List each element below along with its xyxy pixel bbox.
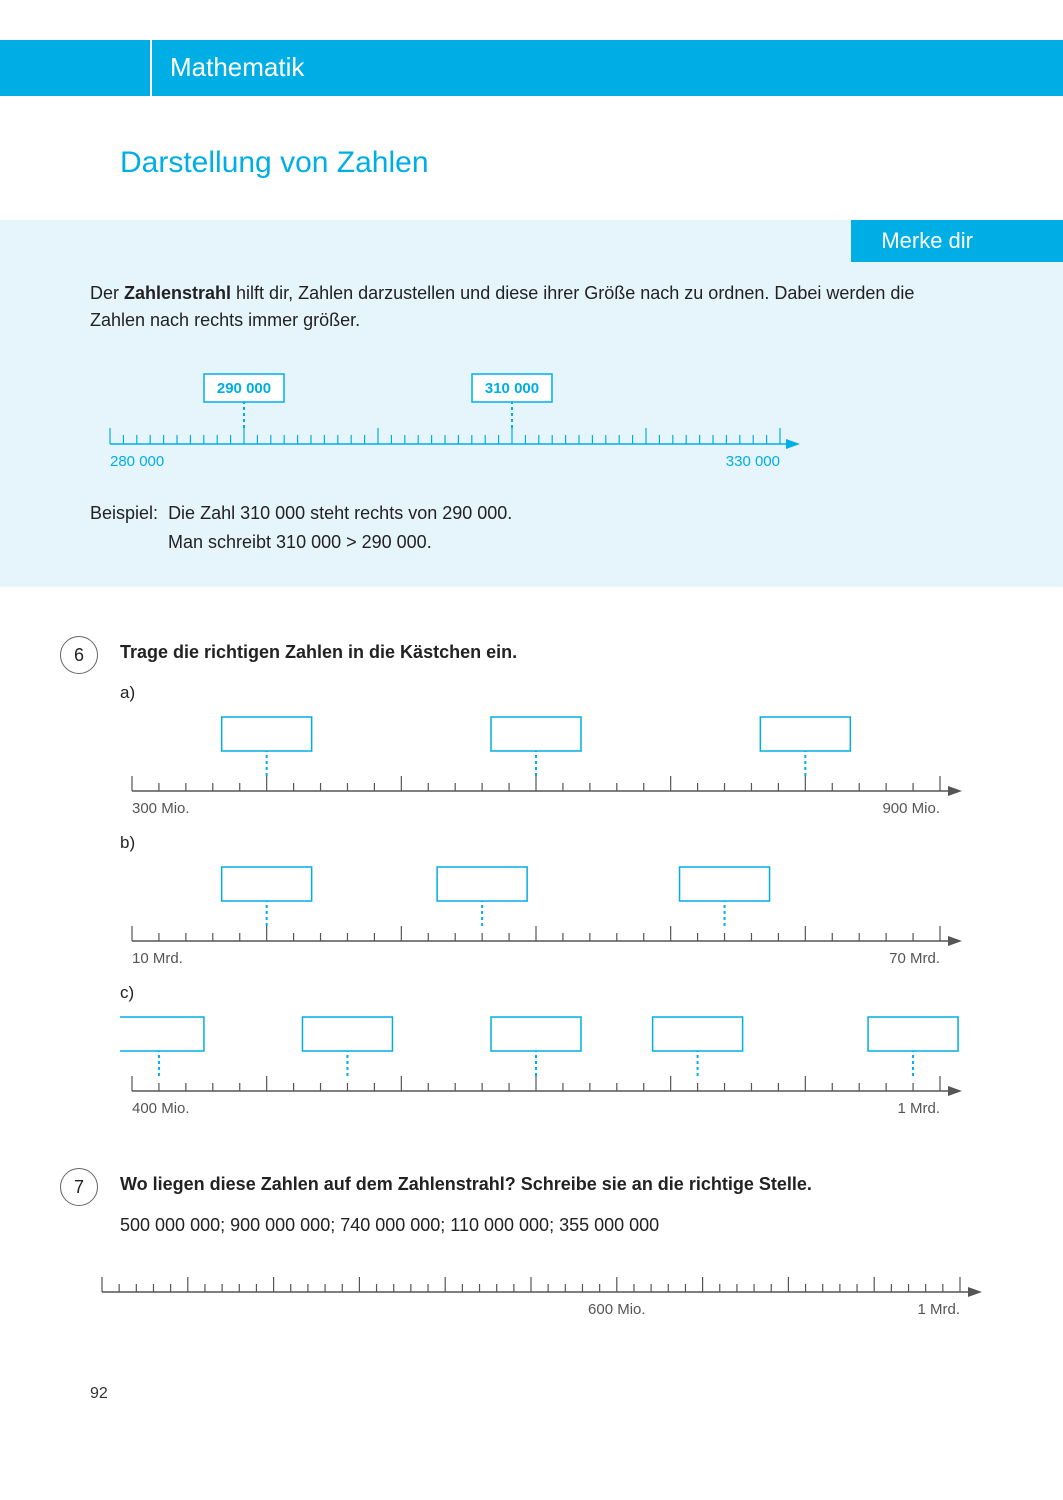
beispiel-line1: Die Zahl 310 000 steht rechts von 290 00…	[168, 503, 512, 523]
svg-text:330 000: 330 000	[726, 453, 780, 470]
ex6-b-numberline: 10 Mrd. 70 Mrd.	[120, 859, 973, 969]
svg-text:1 Mrd.: 1 Mrd.	[917, 1301, 960, 1318]
svg-text:300 Mio.: 300 Mio.	[132, 800, 190, 817]
svg-text:310 000: 310 000	[485, 380, 539, 397]
svg-text:70 Mrd.: 70 Mrd.	[889, 950, 940, 967]
page-number: 92	[90, 1385, 1063, 1403]
section-title: Darstellung von Zahlen	[120, 146, 1063, 180]
svg-text:1 Mrd.: 1 Mrd.	[897, 1100, 940, 1117]
example-numberline: 280 000 330 000 290 000 310 000	[90, 364, 973, 474]
svg-text:900 Mio.: 900 Mio.	[882, 800, 940, 817]
svg-text:280 000: 280 000	[110, 453, 164, 470]
merke-box: Der Zahlenstrahl hilft dir, Zahlen darzu…	[0, 220, 1063, 587]
svg-text:290 000: 290 000	[217, 380, 271, 397]
beispiel-line2: Man schreibt 310 000 > 290 000.	[168, 532, 432, 552]
ex6-c-numberline: 400 Mio. 1 Mrd.	[120, 1009, 973, 1119]
beispiel: Beispiel: Die Zahl 310 000 steht rechts …	[90, 499, 973, 557]
exercise-6-title: Trage die richtigen Zahlen in die Kästch…	[120, 642, 973, 663]
ex6-a-label: a)	[120, 683, 973, 703]
exercise-7-numbers: 500 000 000; 900 000 000; 740 000 000; 1…	[120, 1215, 973, 1236]
exercise-number: 6	[60, 636, 98, 674]
header-subject: Mathematik	[170, 52, 304, 83]
ex7-numberline: 600 Mio. 1 Mrd.	[90, 1260, 973, 1330]
exercise-number: 7	[60, 1168, 98, 1206]
svg-text:600 Mio.: 600 Mio.	[588, 1301, 646, 1318]
ex6-b-label: b)	[120, 833, 973, 853]
ex6-c-label: c)	[120, 983, 973, 1003]
svg-text:10 Mrd.: 10 Mrd.	[132, 950, 183, 967]
exercise-6: 6 Trage die richtigen Zahlen in die Käst…	[60, 642, 973, 1119]
merke-intro: Der Zahlenstrahl hilft dir, Zahlen darzu…	[90, 280, 973, 334]
beispiel-label: Beispiel:	[90, 503, 158, 523]
exercise-7: 7 Wo liegen diese Zahlen auf dem Zahlens…	[60, 1174, 973, 1330]
svg-text:400 Mio.: 400 Mio.	[132, 1100, 190, 1117]
header-divider	[150, 40, 152, 96]
merke-tab: Merke dir	[851, 220, 1063, 262]
ex6-a-numberline: 300 Mio. 900 Mio.	[120, 709, 973, 819]
header-bar: Mathematik	[0, 40, 1063, 96]
exercise-7-title: Wo liegen diese Zahlen auf dem Zahlenstr…	[120, 1174, 973, 1195]
